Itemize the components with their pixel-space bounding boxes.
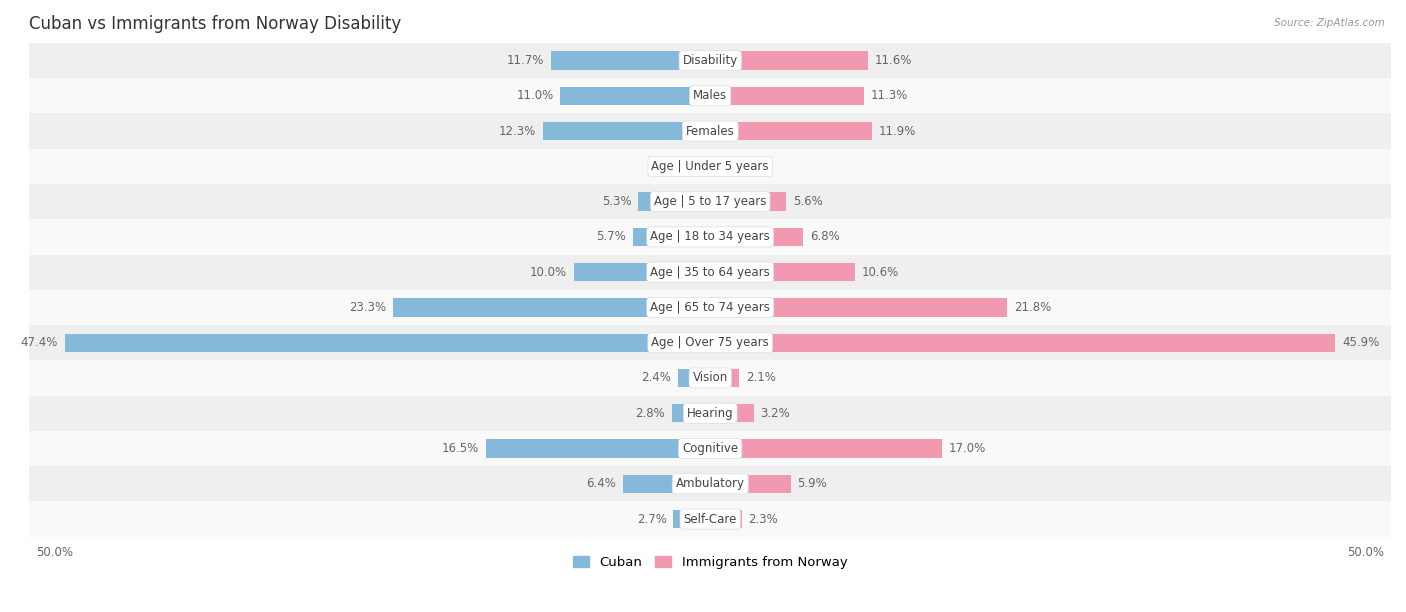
Bar	[394, 298, 710, 316]
Bar	[710, 475, 790, 493]
Bar	[30, 466, 1391, 501]
Text: 45.9%: 45.9%	[1341, 336, 1379, 349]
Bar	[710, 404, 754, 422]
Bar	[710, 228, 803, 246]
Text: 2.7%: 2.7%	[637, 513, 666, 526]
Text: 50.0%: 50.0%	[37, 545, 73, 559]
Bar	[543, 122, 710, 140]
Text: 1.2%: 1.2%	[657, 160, 688, 173]
Bar	[65, 334, 710, 352]
Text: 47.4%: 47.4%	[21, 336, 58, 349]
Text: 5.6%: 5.6%	[793, 195, 823, 208]
Text: 2.8%: 2.8%	[636, 407, 665, 420]
Bar	[485, 439, 710, 458]
Bar	[695, 157, 710, 176]
Bar	[678, 369, 710, 387]
Bar	[561, 87, 710, 105]
Bar	[30, 43, 1391, 78]
Text: 5.9%: 5.9%	[797, 477, 827, 490]
Bar	[30, 184, 1391, 219]
Bar	[30, 149, 1391, 184]
Text: 11.0%: 11.0%	[516, 89, 554, 102]
Bar	[30, 431, 1391, 466]
Text: Vision: Vision	[693, 371, 728, 384]
Bar	[30, 501, 1391, 537]
Text: 11.9%: 11.9%	[879, 125, 917, 138]
Text: 3.2%: 3.2%	[761, 407, 790, 420]
Text: Ambulatory: Ambulatory	[676, 477, 745, 490]
Text: 11.6%: 11.6%	[875, 54, 912, 67]
Bar	[30, 219, 1391, 255]
Bar	[30, 290, 1391, 325]
Text: Source: ZipAtlas.com: Source: ZipAtlas.com	[1274, 18, 1385, 28]
Bar	[710, 51, 868, 70]
Text: 5.7%: 5.7%	[596, 230, 626, 244]
Bar	[633, 228, 710, 246]
Text: Cognitive: Cognitive	[682, 442, 738, 455]
Legend: Cuban, Immigrants from Norway: Cuban, Immigrants from Norway	[568, 551, 853, 575]
Text: 12.3%: 12.3%	[499, 125, 536, 138]
Bar	[30, 395, 1391, 431]
Text: Females: Females	[686, 125, 734, 138]
Text: Cuban vs Immigrants from Norway Disability: Cuban vs Immigrants from Norway Disabili…	[30, 15, 402, 33]
Bar	[30, 255, 1391, 290]
Text: 17.0%: 17.0%	[949, 442, 986, 455]
Text: Age | Under 5 years: Age | Under 5 years	[651, 160, 769, 173]
Text: 10.6%: 10.6%	[862, 266, 898, 278]
Bar	[673, 510, 710, 528]
Bar	[710, 87, 865, 105]
Bar	[710, 334, 1336, 352]
Bar	[672, 404, 710, 422]
Text: Age | 5 to 17 years: Age | 5 to 17 years	[654, 195, 766, 208]
Bar	[710, 192, 786, 211]
Bar	[710, 369, 738, 387]
Text: 50.0%: 50.0%	[1347, 545, 1384, 559]
Text: 2.4%: 2.4%	[641, 371, 671, 384]
Bar	[710, 510, 741, 528]
Bar	[710, 263, 855, 282]
Text: 23.3%: 23.3%	[349, 301, 387, 314]
Text: Age | Over 75 years: Age | Over 75 years	[651, 336, 769, 349]
Text: 2.1%: 2.1%	[745, 371, 776, 384]
Bar	[710, 439, 942, 458]
Bar	[710, 157, 728, 176]
Bar	[30, 360, 1391, 395]
Text: 16.5%: 16.5%	[441, 442, 479, 455]
Text: Self-Care: Self-Care	[683, 513, 737, 526]
Text: Disability: Disability	[683, 54, 738, 67]
Text: 6.4%: 6.4%	[586, 477, 616, 490]
Text: 5.3%: 5.3%	[602, 195, 631, 208]
Bar	[638, 192, 710, 211]
Bar	[574, 263, 710, 282]
Bar	[30, 78, 1391, 113]
Text: Age | 65 to 74 years: Age | 65 to 74 years	[651, 301, 770, 314]
Text: 1.3%: 1.3%	[735, 160, 765, 173]
Text: 10.0%: 10.0%	[530, 266, 567, 278]
Text: Males: Males	[693, 89, 727, 102]
Bar	[623, 475, 710, 493]
Text: Age | 18 to 34 years: Age | 18 to 34 years	[651, 230, 770, 244]
Bar	[30, 113, 1391, 149]
Bar	[551, 51, 710, 70]
Text: 11.3%: 11.3%	[870, 89, 908, 102]
Bar	[710, 298, 1007, 316]
Text: 6.8%: 6.8%	[810, 230, 839, 244]
Text: 11.7%: 11.7%	[506, 54, 544, 67]
Bar	[30, 325, 1391, 360]
Text: 21.8%: 21.8%	[1014, 301, 1052, 314]
Text: Age | 35 to 64 years: Age | 35 to 64 years	[651, 266, 770, 278]
Bar	[710, 122, 872, 140]
Text: 2.3%: 2.3%	[748, 513, 778, 526]
Text: Hearing: Hearing	[688, 407, 734, 420]
